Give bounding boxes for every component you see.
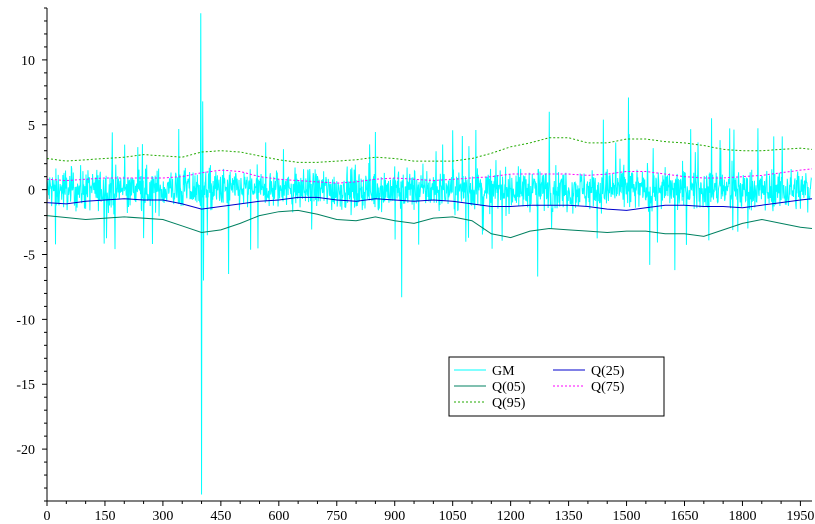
legend-label: Q(05) — [492, 380, 526, 395]
series-line-q05 — [46, 209, 813, 239]
x-tick-label: 1350 — [555, 509, 583, 524]
x-tick-label: 1650 — [671, 509, 699, 524]
x-tick-label: 1050 — [439, 509, 467, 524]
y-tick-label: -20 — [16, 443, 35, 458]
y-tick-label: 0 — [28, 184, 35, 199]
y-tick-label: -10 — [16, 313, 35, 328]
y-tick-label: -5 — [23, 249, 35, 264]
series-line-q95 — [46, 137, 813, 163]
legend: GM Q(25) Q(05) Q(75) Q(95) — [448, 356, 665, 417]
x-tick-label: 1200 — [497, 509, 525, 524]
series-line-q75 — [46, 168, 813, 184]
axes: 0 150 300 450 600 750 900 1050 1200 1350 1500 1650 1… — [16, 7, 814, 524]
legend-label: Q(75) — [591, 380, 625, 395]
x-tick-label: 750 — [326, 509, 347, 524]
series-line-q25 — [46, 196, 813, 211]
x-tick-label: 0 — [44, 509, 51, 524]
y-tick-label: -15 — [16, 378, 35, 393]
x-tick-label: 300 — [152, 509, 173, 524]
x-ticks: 0 150 300 450 600 750 900 1050 1200 1350 1500 1650 1… — [44, 501, 814, 524]
x-tick-label: 1800 — [728, 509, 756, 524]
x-tick-label: 600 — [268, 509, 289, 524]
y-tick-label: 10 — [21, 54, 35, 69]
plot-area — [46, 13, 813, 495]
legend-label: Q(25) — [591, 364, 625, 379]
x-tick-label: 150 — [94, 509, 115, 524]
legend-label: Q(95) — [492, 396, 526, 411]
x-tick-label: 450 — [210, 509, 231, 524]
legend-entries: GM Q(25) Q(05) Q(75) Q(95) — [454, 364, 625, 411]
y-ticks: 10 5 0 -5 -10 -15 -20 — [16, 7, 47, 502]
series-line-gm — [46, 13, 813, 495]
y-tick-label: 5 — [28, 119, 35, 134]
x-tick-label: 1950 — [786, 509, 814, 524]
x-tick-label: 900 — [384, 509, 405, 524]
x-tick-label: 1500 — [613, 509, 641, 524]
legend-label: GM — [492, 364, 515, 379]
